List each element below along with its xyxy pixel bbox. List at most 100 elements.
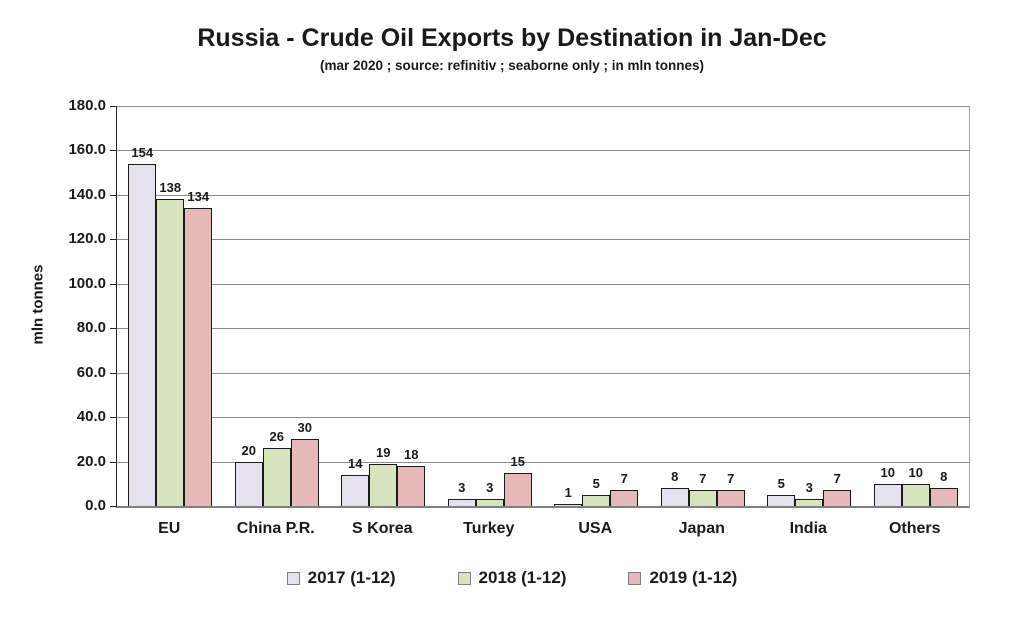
bar-value-label: 20 (241, 442, 256, 458)
bar-value-label: 3 (486, 480, 494, 496)
plot-area: 154 138 134 20 26 30 14 19 18 3 3 15 1 5 7 8 7 7 5 3 7 10 10 8 (116, 106, 970, 508)
bar-value-label: 8 (940, 469, 948, 485)
y-tick-mark (110, 194, 117, 196)
y-tick-label: 60.0 (76, 363, 106, 381)
gridline (117, 328, 969, 330)
legend-item: 2018 (1-12) (457, 568, 567, 588)
bar-value-label: 5 (777, 475, 785, 491)
chart-subtitle: (mar 2020 ; source: refinitiv ; seaborne… (319, 58, 705, 73)
bar-value-label: 3 (805, 480, 813, 496)
gridline (117, 106, 969, 107)
bar-value-label: 138 (159, 180, 182, 196)
bar-2017-EU (128, 163, 157, 506)
bar-2017-India (767, 494, 796, 506)
bar-2019-Others (929, 488, 958, 506)
legend-item: 2017 (1-12) (286, 568, 396, 588)
bar-2019-S Korea (397, 466, 426, 506)
bar-2017-USA (554, 503, 583, 506)
y-tick-mark (110, 506, 117, 507)
y-tick-mark (110, 461, 117, 463)
bar-2017-Turkey (447, 499, 476, 506)
bar-value-label: 7 (833, 471, 841, 487)
bar-2017-S Korea (341, 474, 370, 506)
y-tick-label: 20.0 (76, 452, 106, 470)
x-category-label: India (789, 520, 827, 537)
bar-2019-India (823, 490, 852, 506)
bar-2018-S Korea (369, 463, 398, 506)
bar-value-label: 7 (727, 471, 735, 487)
legend-label: 2019 (1-12) (649, 568, 738, 587)
legend-swatch (628, 571, 642, 585)
bar-2018-Japan (688, 490, 717, 506)
legend-item: 2019 (1-12) (628, 568, 737, 588)
y-tick-mark (110, 328, 117, 330)
bar-2017-Japan (660, 488, 689, 506)
bar-2019-Japan (716, 490, 745, 506)
bar-2019-USA (610, 490, 639, 506)
bar-2018-USA (582, 494, 611, 506)
y-tick-mark (110, 239, 117, 241)
gridline (117, 150, 969, 152)
bar-2017-China P.R. (234, 461, 263, 506)
x-category-label: Others (888, 520, 941, 537)
bar-value-label: 7 (699, 471, 707, 487)
bar-value-label: 134 (187, 189, 210, 205)
bar-2017-Others (873, 483, 902, 506)
y-tick-mark (110, 106, 117, 107)
x-category-label: S Korea (352, 520, 413, 537)
y-tick-mark (110, 150, 117, 152)
y-axis-title: mln tonnes (29, 264, 47, 345)
y-tick-mark (110, 417, 117, 419)
bar-value-label: 3 (458, 480, 466, 496)
bar-value-label: 7 (620, 471, 628, 487)
bar-value-label: 18 (404, 447, 419, 462)
y-tick-label: 140.0 (68, 185, 106, 203)
bar-2018-China P.R. (262, 448, 291, 506)
bar-value-label: 19 (376, 444, 391, 460)
legend: 2017 (1-12) 2018 (1-12) 2019 (1-12) (0, 568, 1024, 588)
bar-value-label: 14 (348, 455, 363, 471)
y-tick-label: 0.0 (85, 497, 106, 514)
bar-2018-EU (156, 199, 185, 506)
y-tick-label: 120.0 (68, 230, 106, 248)
bar-value-label: 10 (880, 464, 895, 480)
bar-value-label: 1 (564, 484, 572, 500)
y-tick-label: 180.0 (68, 97, 106, 114)
x-category-label: Turkey (463, 520, 515, 537)
bar-value-label: 154 (131, 144, 154, 160)
bar-value-label: 15 (510, 453, 525, 469)
bar-2019-Turkey (503, 472, 532, 506)
bar-2018-Others (901, 483, 930, 506)
bar-value-label: 10 (908, 464, 923, 480)
y-tick-label: 160.0 (68, 141, 106, 159)
y-tick-label: 40.0 (76, 408, 106, 426)
legend-swatch (286, 571, 300, 585)
chart-title: Russia - Crude Oil Exports by Destinatio… (197, 24, 827, 52)
y-tick-mark (110, 372, 117, 374)
bar-value-label: 26 (269, 429, 284, 445)
y-tick-label: 100.0 (68, 274, 106, 292)
y-tick-mark (110, 283, 117, 285)
legend-label: 2018 (1-12) (478, 568, 567, 587)
gridline (117, 372, 969, 374)
bar-2019-China P.R. (290, 439, 319, 506)
gridline (117, 239, 969, 241)
x-category-label: EU (158, 520, 181, 537)
bar-value-label: 8 (671, 469, 679, 485)
bar-2018-Turkey (475, 499, 504, 506)
gridline (117, 194, 969, 196)
x-category-label: China P.R. (236, 520, 315, 537)
gridline (117, 283, 969, 285)
gridline (117, 417, 969, 419)
x-category-label: USA (578, 520, 613, 537)
y-tick-label: 80.0 (76, 319, 106, 337)
bar-2018-India (795, 499, 824, 506)
bar-value-label: 5 (592, 475, 600, 491)
x-category-label: Japan (678, 520, 725, 537)
gridline (117, 461, 969, 463)
bar-value-label: 30 (297, 420, 312, 436)
legend-label: 2017 (1-12) (307, 568, 396, 587)
bar-2019-EU (184, 208, 213, 506)
legend-swatch (457, 571, 471, 585)
